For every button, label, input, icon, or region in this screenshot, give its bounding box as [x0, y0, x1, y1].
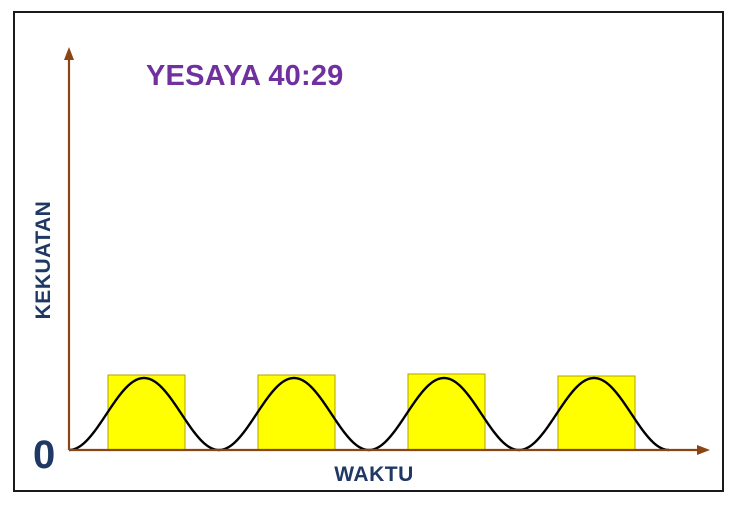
y-axis-arrowhead: [64, 47, 74, 60]
yellow-block: [107, 374, 186, 451]
x-axis-label: WAKTU: [334, 463, 414, 486]
slide-frame: [13, 11, 724, 492]
yellow-block: [257, 374, 336, 451]
yellow-blocks: [107, 373, 636, 451]
origin-label: 0: [33, 433, 56, 477]
yellow-block: [557, 375, 636, 451]
x-axis-arrowhead: [697, 445, 710, 455]
y-axis-label: KEKUATAN: [32, 200, 55, 320]
diagram-title: YESAYA 40:29: [146, 60, 344, 92]
yellow-block: [407, 373, 486, 451]
